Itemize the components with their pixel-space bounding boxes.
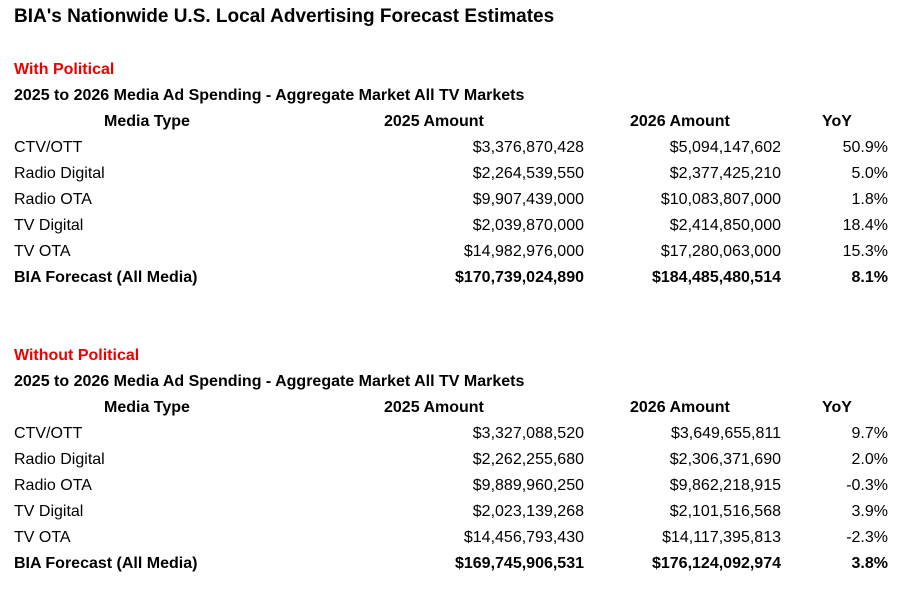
media-type-cell: CTV/OTT bbox=[14, 139, 83, 156]
amount-2025-cell: $3,376,870,428 bbox=[472, 139, 584, 156]
table-subtitle: 2025 to 2026 Media Ad Spending - Aggrega… bbox=[14, 373, 525, 390]
amount-2025-cell: $14,982,976,000 bbox=[463, 243, 584, 260]
section-label: Without Political bbox=[14, 347, 140, 364]
table-header-row: Media Type 2025 Amount 2026 Amount YoY bbox=[0, 113, 904, 139]
media-type-cell: TV OTA bbox=[14, 529, 71, 546]
yoy-cell: 5.0% bbox=[851, 165, 888, 182]
amount-2026-cell: $2,306,371,690 bbox=[669, 451, 781, 468]
amount-2026-cell: $2,414,850,000 bbox=[669, 217, 781, 234]
yoy-cell: 2.0% bbox=[851, 451, 888, 468]
amount-2025-cell: $2,039,870,000 bbox=[472, 217, 584, 234]
yoy-cell: 8.1% bbox=[851, 269, 888, 286]
media-type-cell: Radio OTA bbox=[14, 191, 92, 208]
media-type-cell: Radio OTA bbox=[14, 477, 92, 494]
amount-2025-cell: $9,907,439,000 bbox=[472, 191, 584, 208]
media-type-cell: TV Digital bbox=[14, 503, 84, 520]
table-row: TV Digital $2,023,139,268 $2,101,516,568… bbox=[0, 503, 904, 529]
yoy-cell: 1.8% bbox=[851, 191, 888, 208]
media-type-cell: TV OTA bbox=[14, 243, 71, 260]
amount-2026-cell: $10,083,807,000 bbox=[660, 191, 781, 208]
column-header-media-type: Media Type bbox=[104, 113, 190, 130]
amount-2026-cell: $9,862,218,915 bbox=[669, 477, 781, 494]
table-row: CTV/OTT $3,327,088,520 $3,649,655,811 9.… bbox=[0, 425, 904, 451]
table-row: TV OTA $14,982,976,000 $17,280,063,000 1… bbox=[0, 243, 904, 269]
amount-2026-cell: $5,094,147,602 bbox=[669, 139, 781, 156]
column-header-2025-amount: 2025 Amount bbox=[384, 113, 484, 130]
column-header-2026-amount: 2026 Amount bbox=[630, 399, 730, 416]
amount-2026-cell: $17,280,063,000 bbox=[660, 243, 781, 260]
yoy-cell: 3.8% bbox=[851, 555, 888, 572]
table-subtitle: 2025 to 2026 Media Ad Spending - Aggrega… bbox=[14, 87, 525, 104]
table-row: Radio Digital $2,264,539,550 $2,377,425,… bbox=[0, 165, 904, 191]
table-header-row: Media Type 2025 Amount 2026 Amount YoY bbox=[0, 399, 904, 425]
yoy-cell: -0.3% bbox=[846, 477, 888, 494]
amount-2025-cell: $14,456,793,430 bbox=[463, 529, 584, 546]
media-type-cell: BIA Forecast (All Media) bbox=[14, 269, 198, 286]
column-header-2026-amount: 2026 Amount bbox=[630, 113, 730, 130]
table-row: Radio Digital $2,262,255,680 $2,306,371,… bbox=[0, 451, 904, 477]
amount-2025-cell: $9,889,960,250 bbox=[472, 477, 584, 494]
amount-2025-cell: $3,327,088,520 bbox=[472, 425, 584, 442]
section-label: With Political bbox=[14, 61, 115, 78]
yoy-cell: 9.7% bbox=[851, 425, 888, 442]
yoy-cell: 3.9% bbox=[851, 503, 888, 520]
yoy-cell: -2.3% bbox=[846, 529, 888, 546]
yoy-cell: 50.9% bbox=[842, 139, 888, 156]
column-header-2025-amount: 2025 Amount bbox=[384, 399, 484, 416]
table-total-row: BIA Forecast (All Media) $170,739,024,89… bbox=[0, 269, 904, 295]
amount-2026-cell: $14,117,395,813 bbox=[662, 529, 781, 546]
amount-2025-cell: $170,739,024,890 bbox=[454, 269, 584, 286]
media-type-cell: CTV/OTT bbox=[14, 425, 83, 442]
table-row: TV OTA $14,456,793,430 $14,117,395,813 -… bbox=[0, 529, 904, 555]
table-row: Radio OTA $9,889,960,250 $9,862,218,915 … bbox=[0, 477, 904, 503]
table-total-row: BIA Forecast (All Media) $169,745,906,53… bbox=[0, 555, 904, 581]
amount-2025-cell: $2,023,139,268 bbox=[472, 503, 584, 520]
amount-2025-cell: $169,745,906,531 bbox=[454, 555, 584, 572]
amount-2026-cell: $3,649,655,811 bbox=[670, 425, 781, 442]
column-header-yoy: YoY bbox=[822, 113, 852, 130]
media-type-cell: TV Digital bbox=[14, 217, 84, 234]
column-header-yoy: YoY bbox=[822, 399, 852, 416]
amount-2026-cell: $2,101,516,568 bbox=[669, 503, 781, 520]
yoy-cell: 18.4% bbox=[842, 217, 888, 234]
media-type-cell: BIA Forecast (All Media) bbox=[14, 555, 198, 572]
column-header-media-type: Media Type bbox=[104, 399, 190, 416]
media-type-cell: Radio Digital bbox=[14, 451, 105, 468]
amount-2026-cell: $2,377,425,210 bbox=[669, 165, 781, 182]
table-row: CTV/OTT $3,376,870,428 $5,094,147,602 50… bbox=[0, 139, 904, 165]
table-row: TV Digital $2,039,870,000 $2,414,850,000… bbox=[0, 217, 904, 243]
amount-2025-cell: $2,264,539,550 bbox=[472, 165, 584, 182]
media-type-cell: Radio Digital bbox=[14, 165, 105, 182]
table-row: Radio OTA $9,907,439,000 $10,083,807,000… bbox=[0, 191, 904, 217]
page-title: BIA's Nationwide U.S. Local Advertising … bbox=[14, 6, 555, 27]
amount-2025-cell: $2,262,255,680 bbox=[472, 451, 584, 468]
yoy-cell: 15.3% bbox=[842, 243, 888, 260]
amount-2026-cell: $184,485,480,514 bbox=[651, 269, 781, 286]
amount-2026-cell: $176,124,092,974 bbox=[651, 555, 781, 572]
